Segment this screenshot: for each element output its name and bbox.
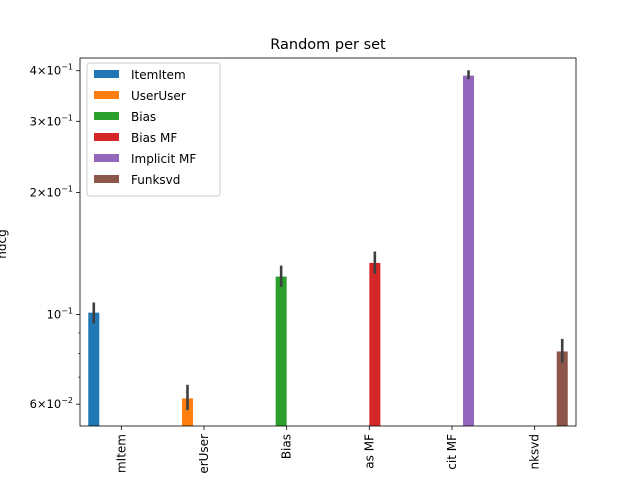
bar-useruser xyxy=(181,398,193,426)
bars-layer xyxy=(88,75,568,426)
x-tick-label: mItem xyxy=(114,434,128,473)
plot-frame xyxy=(79,57,577,427)
chart-title: Random per set xyxy=(270,37,386,53)
error-bars-layer xyxy=(92,70,564,411)
y-tick-label: 2×10−1 xyxy=(30,185,73,200)
y-axis: 6×10−2 10−1 2×10−1 3×10−1 4×10−1 xyxy=(30,63,80,411)
y-axis-label: ndcg xyxy=(0,229,9,258)
y-tick-label: 3×10−1 xyxy=(30,113,73,128)
legend-swatch xyxy=(94,175,119,183)
legend-swatch xyxy=(94,112,119,120)
legend-label: Implicit MF xyxy=(131,152,196,166)
legend-swatch xyxy=(94,154,119,162)
x-tick-label: nksvd xyxy=(528,434,542,470)
x-tick-label: erUser xyxy=(197,434,211,474)
legend-label: Funksvd xyxy=(131,173,180,187)
legend-swatch xyxy=(94,70,119,78)
x-tick-label: as MF xyxy=(362,434,376,469)
y-tick-label: 6×10−2 xyxy=(30,396,73,411)
y-tick-label: 4×10−1 xyxy=(30,63,73,78)
bar-funksvd xyxy=(556,351,568,426)
x-tick-label: cit MF xyxy=(445,434,459,470)
legend-label: ItemItem xyxy=(131,68,186,82)
legend: ItemItem UserUser Bias Bias MF Implicit MF Fu… xyxy=(86,62,221,197)
bar-itemitem xyxy=(88,312,100,426)
legend-box xyxy=(86,62,221,197)
legend-swatch xyxy=(94,133,119,141)
bar-implicit-mf xyxy=(463,75,475,426)
legend-swatch xyxy=(94,91,119,99)
bar-bias xyxy=(275,276,287,426)
legend-label: Bias xyxy=(131,110,156,124)
x-axis: mItem erUser Bias as MF cit MF nksvd xyxy=(114,426,542,474)
y-tick-label: 10−1 xyxy=(47,306,73,321)
legend-label: Bias MF xyxy=(131,131,177,145)
x-tick-label: Bias xyxy=(280,434,294,459)
legend-label: UserUser xyxy=(131,89,186,103)
bar-bias-mf xyxy=(369,262,381,426)
